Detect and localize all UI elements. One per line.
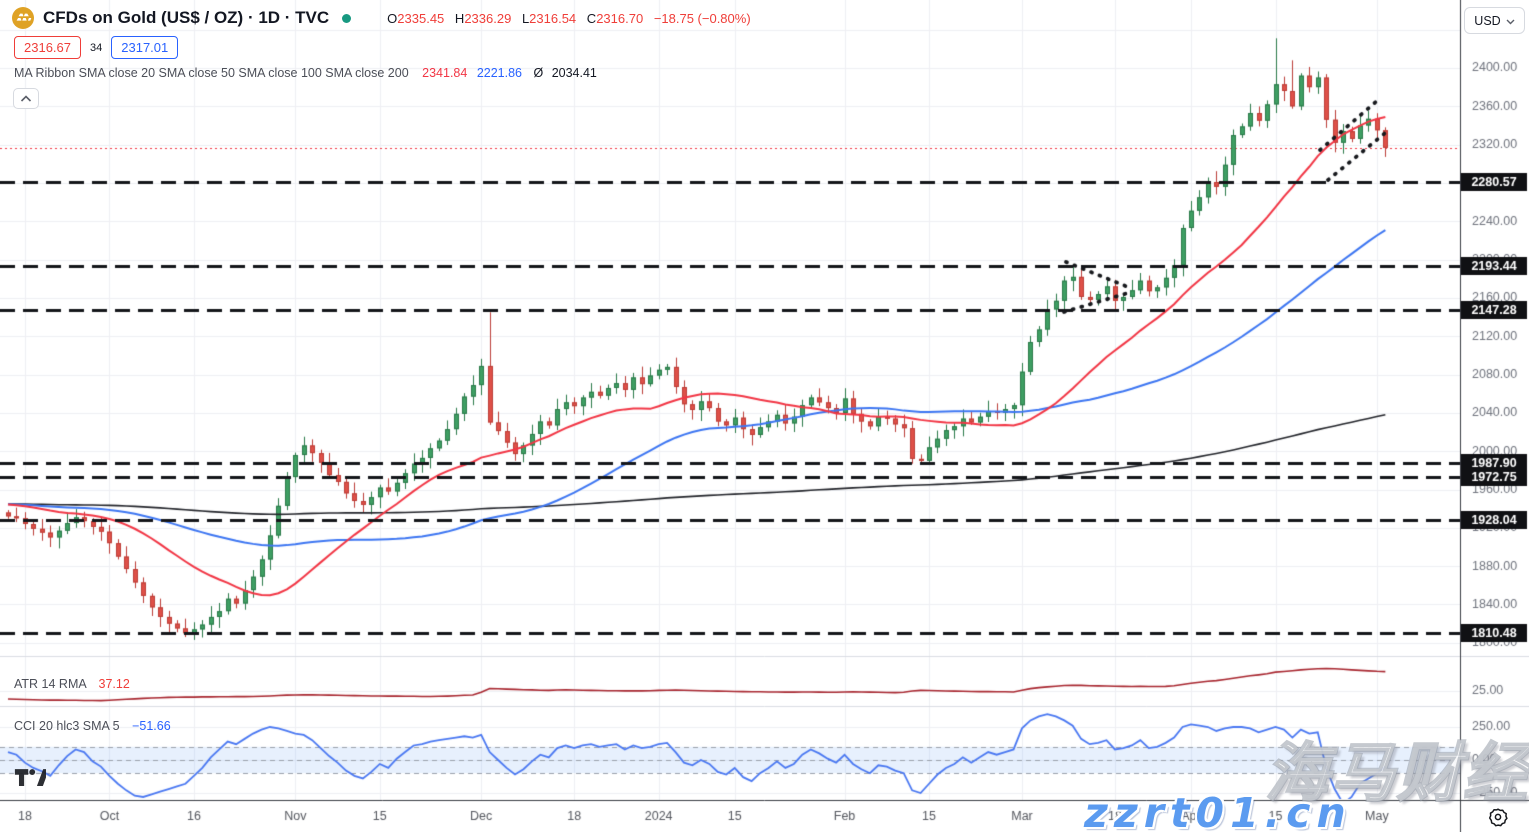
market-status-dot[interactable] — [342, 13, 352, 23]
sell-price-button[interactable]: 2316.67 — [14, 36, 81, 59]
ma-ribbon-label: MA Ribbon SMA close 20 SMA close 50 SMA … — [14, 66, 409, 80]
chevron-up-icon — [20, 91, 32, 106]
chevron-down-icon — [1506, 14, 1515, 28]
high-label: H — [454, 10, 465, 26]
bid-ask-row: 2316.67 34 2317.01 — [14, 36, 179, 59]
open-value: 2335.45 — [397, 10, 445, 26]
close-value: 2316.70 — [596, 10, 644, 26]
spread-value: 34 — [90, 41, 103, 54]
price-scale-currency-button[interactable]: USD — [1464, 7, 1525, 34]
sma50-value: 2221.86 — [476, 66, 522, 80]
cci-label: CCI 20 hlc3 SMA 5 — [14, 719, 120, 733]
cci-value: −51.66 — [132, 719, 171, 733]
ma-ribbon-legend[interactable]: MA Ribbon SMA close 20 SMA close 50 SMA … — [14, 66, 597, 80]
settings-gear-icon[interactable] — [1483, 805, 1513, 829]
low-label: L — [521, 10, 530, 26]
average-symbol: Ø — [533, 66, 544, 80]
change-value: −18.75 (−0.80%) — [653, 10, 751, 26]
low-value: 2316.54 — [529, 10, 577, 26]
sma200-value: 2034.41 — [551, 66, 597, 80]
currency-label: USD — [1474, 13, 1501, 28]
atr-label: ATR 14 RMA — [14, 677, 87, 691]
close-label: C — [586, 10, 597, 26]
tradingview-logo[interactable] — [14, 768, 50, 793]
gold-instrument-icon — [12, 7, 34, 29]
symbol-title[interactable]: CFDs on Gold (US$ / OZ) · 1D · TVC — [43, 8, 330, 27]
atr-indicator-legend[interactable]: ATR 14 RMA 37.12 — [14, 677, 130, 691]
atr-value: 37.12 — [98, 677, 130, 691]
high-value: 2336.29 — [464, 10, 512, 26]
chart-header: CFDs on Gold (US$ / OZ) · 1D · TVC O2335… — [12, 7, 751, 29]
cci-indicator-legend[interactable]: CCI 20 hlc3 SMA 5 −51.66 — [14, 719, 171, 733]
buy-price-button[interactable]: 2317.01 — [111, 36, 179, 59]
collapse-legend-button[interactable] — [13, 88, 39, 109]
open-label: O — [387, 10, 398, 26]
ohlc-readout: O2335.45 H2336.29 L2316.54 C2316.70 −18.… — [380, 11, 751, 26]
sma20-value: 2341.84 — [422, 66, 468, 80]
